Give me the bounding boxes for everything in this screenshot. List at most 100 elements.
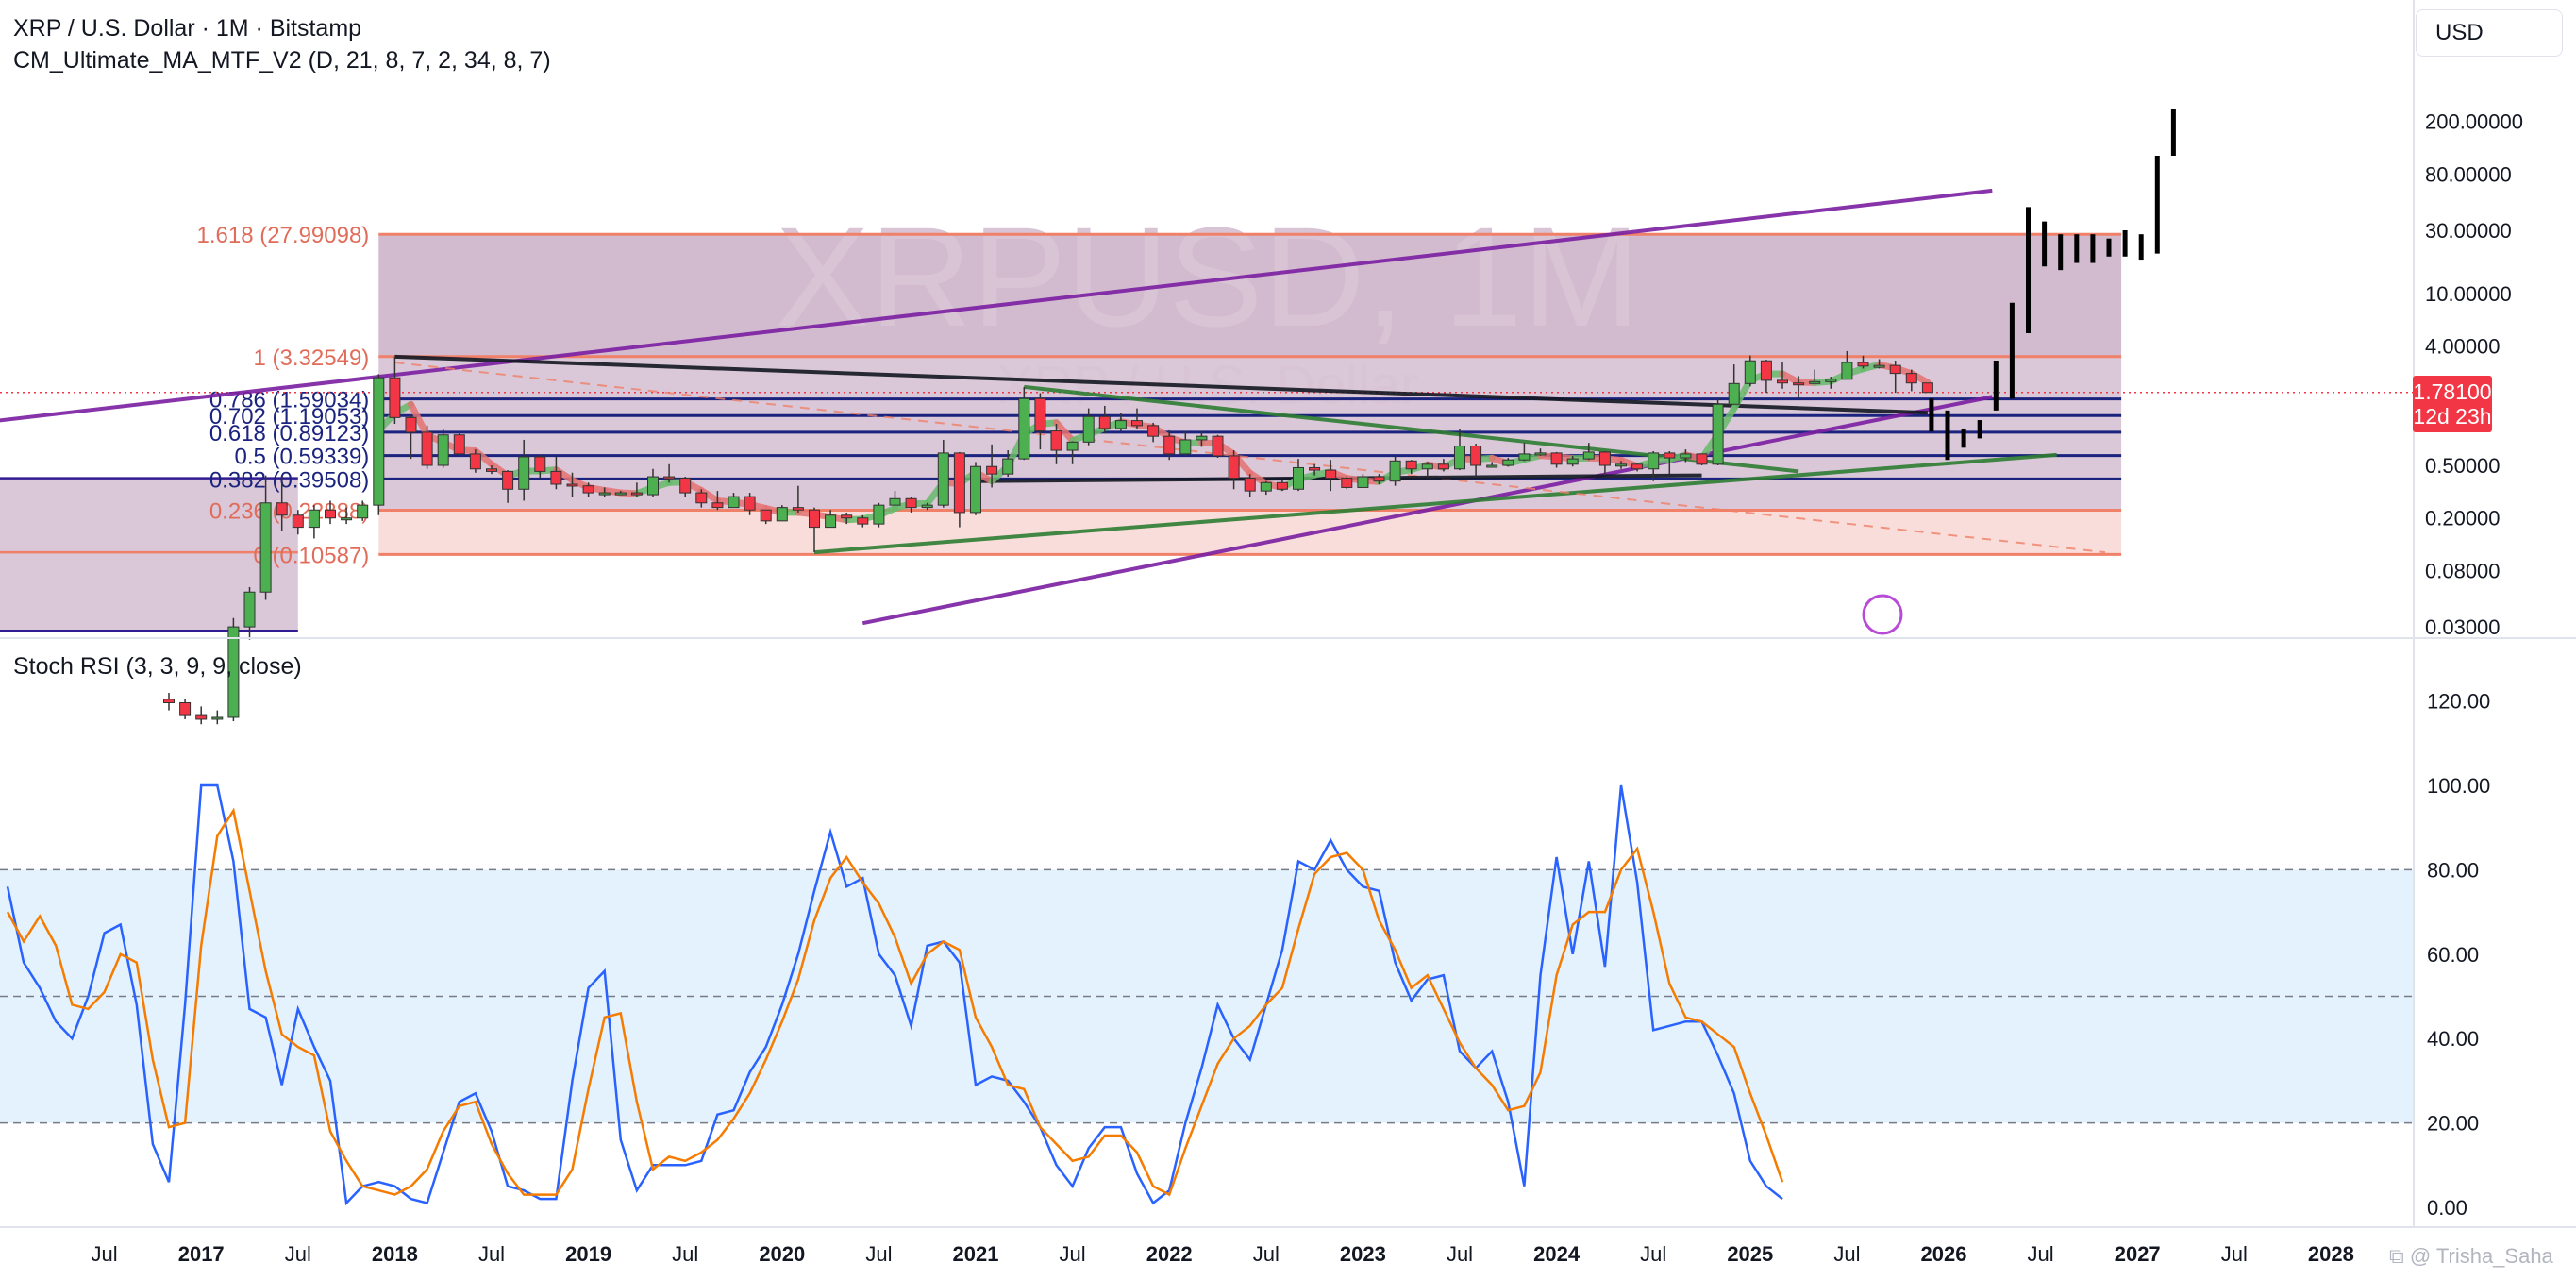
- watermark-symbol: XRPUSD, 1M: [776, 197, 1641, 356]
- candle-body: [1582, 451, 1595, 460]
- currency-button[interactable]: USD: [2416, 9, 2563, 57]
- candle-body: [292, 514, 304, 529]
- candle-body: [1066, 441, 1079, 451]
- time-tick: 2025: [1727, 1242, 1773, 1266]
- fib-label: 0.382 (0.39508): [209, 467, 369, 493]
- candle-body: [1163, 435, 1176, 455]
- candle-body: [1405, 460, 1417, 470]
- price-tick: 10.00000: [2425, 282, 2512, 306]
- candle-body: [857, 517, 869, 525]
- candle-body: [1341, 478, 1353, 488]
- fib-label: 0 (0.10587): [254, 543, 370, 568]
- candle-body: [1357, 476, 1369, 488]
- candle-body: [1389, 460, 1401, 482]
- trendline-green-support: [813, 452, 2057, 555]
- candle-body: [1889, 364, 1901, 375]
- stoch-tick: 60.00: [2427, 943, 2479, 967]
- chart-title[interactable]: XRP / U.S. Dollar · 1M · Bitstamp: [13, 15, 362, 42]
- candle-body: [582, 485, 594, 494]
- time-tick: Jul: [672, 1242, 698, 1266]
- candle-body: [873, 504, 885, 525]
- time-tick: 2028: [2308, 1242, 2354, 1266]
- candle-body: [1534, 452, 1547, 456]
- time-tick: Jul: [285, 1242, 311, 1266]
- candle-body: [243, 591, 256, 628]
- fib-label: 0.618 (0.89123): [209, 421, 369, 446]
- candle-body: [179, 701, 192, 716]
- candle-body: [437, 434, 449, 466]
- candle-body: [1680, 453, 1692, 459]
- early-fib-zone: [0, 478, 298, 553]
- candle-body: [211, 716, 224, 720]
- time-tick: Jul: [1253, 1242, 1280, 1266]
- trendline-long-descending: [394, 354, 1928, 415]
- time-tick: 2024: [1533, 1242, 1581, 1266]
- candle-body: [421, 431, 433, 466]
- candle-body: [889, 497, 901, 506]
- candle-body: [373, 377, 385, 506]
- candle-body: [389, 377, 401, 418]
- candle-body: [1760, 360, 1772, 381]
- candle-body: [647, 476, 659, 496]
- candle-body: [1373, 476, 1385, 482]
- last-price-tag: 1.78100 12d 23h: [2413, 376, 2492, 432]
- time-tick: 2027: [2115, 1242, 2161, 1266]
- candle-body: [405, 416, 417, 433]
- candle-body: [1147, 425, 1160, 437]
- author-name: Trisha_Saha: [2435, 1244, 2553, 1268]
- candle-body: [937, 452, 949, 506]
- symbol-watermark: XRPUSD, 1MXRP / U.S. Dollar: [776, 197, 1641, 416]
- trendline-dashed-descending: [394, 362, 2106, 554]
- candle-body: [259, 502, 272, 593]
- fib-zone-extension: [378, 234, 2122, 357]
- candle-body: [1212, 435, 1224, 457]
- stoch-tick: 0.00: [2427, 1196, 2467, 1220]
- candle-body: [1696, 453, 1708, 465]
- candle-body: [1228, 455, 1240, 480]
- candle-body: [663, 476, 676, 480]
- candle-body: [1276, 481, 1288, 490]
- candle-body: [1309, 466, 1321, 471]
- candle-body: [341, 517, 353, 521]
- candle-body: [1421, 463, 1433, 470]
- time-tick: 2026: [1921, 1242, 1967, 1266]
- candle-body: [308, 509, 320, 529]
- trendline-channel-lower: [861, 395, 1993, 626]
- candle-body: [1664, 452, 1676, 459]
- time-tick: Jul: [478, 1242, 505, 1266]
- stoch-tick: 80.00: [2427, 858, 2479, 882]
- candle-body: [728, 496, 740, 509]
- bar-countdown: 12d 23h: [2413, 404, 2492, 429]
- candle-body: [1082, 415, 1095, 443]
- candle-body: [518, 456, 530, 490]
- candle-body: [1728, 382, 1740, 405]
- candle-body: [809, 509, 820, 529]
- oscillator-label[interactable]: Stoch RSI (3, 3, 9, 9, close): [13, 653, 302, 680]
- candle-body: [1002, 458, 1014, 475]
- trendlines: [0, 188, 2106, 626]
- candle-body: [1841, 362, 1853, 380]
- stoch-tick: 120.00: [2427, 690, 2490, 714]
- candle-body: [1131, 420, 1143, 427]
- candle-body: [1454, 446, 1465, 470]
- candle-body: [1793, 382, 1805, 386]
- candle-body: [905, 497, 917, 509]
- time-tick: Jul: [92, 1242, 118, 1266]
- candle-body: [679, 478, 692, 494]
- candle-body: [1244, 478, 1256, 492]
- time-tick: Jul: [1640, 1242, 1666, 1266]
- candle-body: [921, 504, 933, 509]
- candle-body: [614, 492, 627, 496]
- indicator-label[interactable]: CM_Ultimate_MA_MTF_V2 (D, 21, 8, 7, 2, 3…: [13, 47, 551, 74]
- price-tick: 0.20000: [2425, 507, 2501, 531]
- stoch-k-line: [6, 783, 1783, 1206]
- candle-body: [695, 492, 708, 504]
- time-tick: Jul: [1447, 1242, 1473, 1266]
- candle-body: [598, 492, 611, 496]
- candle-body: [825, 514, 837, 529]
- candle-body: [453, 434, 465, 455]
- candle-body: [1873, 364, 1885, 368]
- candle-body: [1518, 453, 1531, 461]
- candle-body: [1437, 463, 1449, 470]
